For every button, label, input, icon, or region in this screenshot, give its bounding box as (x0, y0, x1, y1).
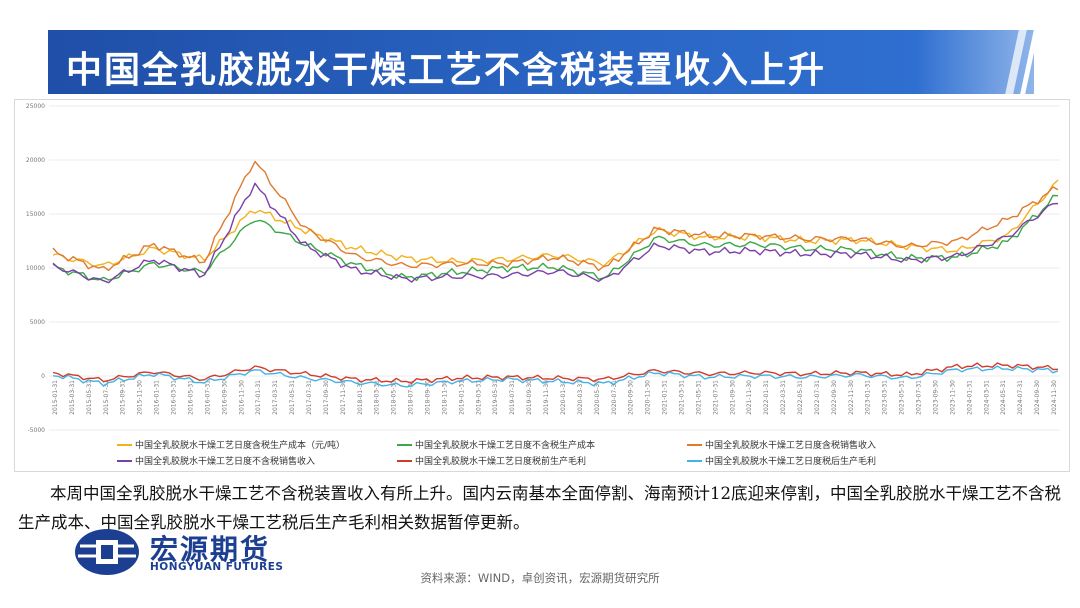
x-tick-label: 2022-05-31 (797, 380, 804, 415)
x-tick-label: 2022-01-31 (763, 380, 770, 415)
series-line (52, 182, 1059, 284)
chart-frame: 25000 20000 15000 10000 5000 0 -5000 2015-01-31… (14, 99, 1070, 472)
x-tick-label: 2019-07-31 (509, 380, 516, 415)
y-tick-label: 15000 (26, 211, 45, 218)
x-tick-label: 2022-11-30 (848, 380, 855, 415)
series-line (52, 194, 1059, 282)
legend-label: 中国全乳胶脱水干燥工艺日度不含税生产成本 (415, 439, 595, 451)
x-tick-label: 2020-03-31 (577, 380, 584, 415)
legend-label: 中国全乳胶脱水干燥工艺日度含税销售收入 (705, 439, 876, 451)
logo-text-en: HONGYUAN FUTURES (150, 561, 284, 573)
x-tick-label: 2019-01-31 (458, 380, 465, 415)
x-tick-label: 2018-03-31 (374, 380, 381, 415)
x-tick-label: 2022-07-31 (814, 380, 821, 415)
x-tick-label: 2022-09-30 (831, 380, 838, 415)
x-tick-label: 2019-11-30 (543, 380, 550, 415)
x-tick-label: 2024-03-31 (983, 380, 990, 415)
logo-emblem-icon (75, 529, 139, 575)
logo-text-cn: 宏源期货 (150, 533, 271, 566)
x-tick-label: 2017-03-31 (272, 380, 279, 415)
legend-label: 中国全乳胶脱水干燥工艺日度税前生产毛利 (415, 455, 586, 467)
x-tick-label: 2020-01-31 (560, 380, 567, 415)
x-tick-label: 2020-09-30 (628, 380, 635, 415)
y-tick-label: 0 (41, 373, 45, 380)
x-tick-label: 2024-07-31 (1017, 380, 1024, 415)
x-tick-label: 2024-09-30 (1034, 380, 1041, 415)
x-tick-label: 2017-05-31 (289, 380, 296, 415)
x-tick-label: 2022-03-31 (780, 380, 787, 415)
description-text: 本周中国全乳胶脱水干燥工艺不含税装置收入有所上升。国内云南基本全面停割、海南预计… (18, 484, 1061, 532)
x-tick-label: 2015-03-31 (69, 380, 76, 415)
x-tick-label: 2021-05-31 (695, 380, 702, 415)
y-tick-label: 25000 (26, 103, 45, 110)
source-note: 资料来源：WIND，卓创资讯，宏源期货研究所 (420, 571, 660, 585)
page-title: 中国全乳胶脱水干燥工艺不含税装置收入上升 (66, 49, 827, 91)
x-tick-label: 2019-05-31 (492, 380, 499, 415)
x-tick-label: 2015-01-31 (52, 380, 59, 415)
series-line (52, 179, 1059, 268)
x-tick-label: 2020-11-30 (645, 380, 652, 415)
legend-label: 中国全乳胶脱水干燥工艺日度不含税销售收入 (135, 455, 315, 467)
x-tick-label: 2021-09-30 (729, 380, 736, 415)
x-tick-label: 2017-09-30 (323, 380, 330, 415)
x-tick-label: 2023-05-31 (899, 380, 906, 415)
x-tick-label: 2024-01-31 (966, 380, 973, 415)
x-tick-label: 2016-03-31 (171, 380, 178, 415)
x-tick-label: 2020-07-31 (611, 380, 618, 415)
x-tick-label: 2016-01-31 (154, 380, 161, 415)
line-chart: 25000 20000 15000 10000 5000 0 -5000 2015-01-31… (26, 103, 1060, 467)
x-tick-label: 2016-07-31 (204, 380, 211, 415)
x-tick-label: 2017-01-31 (255, 380, 262, 415)
x-tick-label: 2018-11-30 (441, 380, 448, 415)
x-tick-label: 2018-07-31 (408, 380, 415, 415)
x-tick-label: 2015-11-30 (137, 380, 144, 415)
x-tick-label: 2024-11-30 (1051, 380, 1058, 415)
x-tick-label: 2015-07-31 (103, 380, 110, 415)
x-tick-label: 2019-03-31 (475, 380, 482, 415)
legend-label: 中国全乳胶脱水干燥工艺日度税后生产毛利 (705, 455, 876, 467)
legend-label: 中国全乳胶脱水干燥工艺日度含税生产成本（元/吨） (135, 439, 345, 451)
x-tick-label: 2023-01-31 (865, 380, 872, 415)
title-bar: 中国全乳胶脱水干燥工艺不含税装置收入上升 (48, 30, 1039, 94)
x-tick-label: 2021-11-30 (746, 380, 753, 415)
y-tick-label: 5000 (30, 319, 45, 326)
x-tick-label: 2018-05-31 (391, 380, 398, 415)
x-tick-label: 2020-05-31 (594, 380, 601, 415)
series-line (52, 160, 1059, 272)
x-tick-label: 2017-07-31 (306, 380, 313, 415)
x-tick-label: 2021-03-31 (678, 380, 685, 415)
series-line (52, 362, 1059, 384)
x-tick-label: 2023-11-30 (949, 380, 956, 415)
x-tick-label: 2023-03-31 (882, 380, 889, 415)
x-tick-label: 2023-07-31 (916, 380, 923, 415)
y-tick-label: -5000 (28, 427, 46, 434)
x-tick-label: 2015-05-31 (86, 380, 93, 415)
x-tick-label: 2021-01-31 (662, 380, 669, 415)
x-tick-label: 2016-09-30 (221, 380, 228, 415)
x-tick-label: 2019-09-30 (526, 380, 533, 415)
x-tick-label: 2018-09-30 (425, 380, 432, 415)
x-tick-label: 2024-05-31 (1000, 380, 1007, 415)
y-tick-label: 10000 (26, 265, 45, 272)
series-line (52, 365, 1059, 388)
x-tick-label: 2017-11-30 (340, 380, 347, 415)
x-tick-label: 2023-09-30 (932, 380, 939, 415)
x-tick-label: 2018-01-31 (357, 380, 364, 415)
x-tick-label: 2016-05-31 (187, 380, 194, 415)
x-tick-label: 2016-11-30 (238, 380, 245, 415)
y-tick-label: 20000 (26, 157, 45, 164)
x-tick-label: 2015-09-31 (120, 380, 127, 415)
company-logo: 宏源期货 HONGYUAN FUTURES (74, 528, 314, 578)
x-tick-label: 2021-07-31 (712, 380, 719, 415)
